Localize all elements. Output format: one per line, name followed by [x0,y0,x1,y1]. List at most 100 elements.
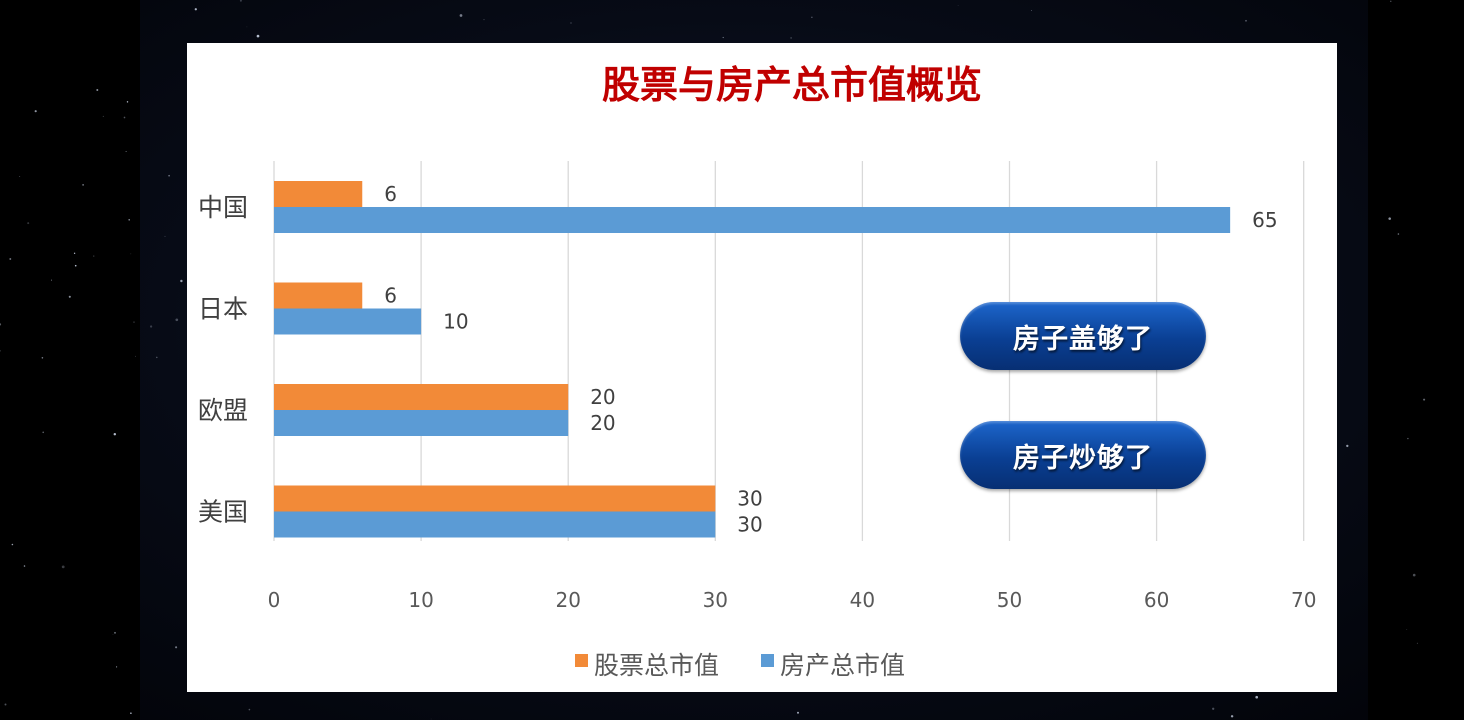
star [125,151,127,153]
callout-button-houses-speculated: 房子炒够了 [960,421,1206,489]
star [9,258,12,260]
bar-0-2 [274,384,569,410]
x-tick-labels: 0 10 20 30 40 50 60 70 [268,588,1317,612]
x-tick-10: 10 [408,588,433,612]
star [180,279,183,283]
x-tick-50: 50 [997,588,1022,612]
star [175,318,179,322]
star [102,115,104,117]
star [194,8,197,11]
data-label-0-3: 30 [737,487,762,511]
star [1416,642,1418,644]
bar-1-1 [274,308,422,335]
legend-label-0: 股票总市值 [594,651,719,680]
star [1406,629,1408,630]
star [68,295,71,298]
star [168,174,170,177]
x-tick-30: 30 [703,588,728,612]
bar-1-0 [274,207,1231,233]
star [82,184,84,186]
star [126,101,129,103]
star [1407,437,1409,440]
bars [274,181,1231,538]
data-label-0-2: 20 [590,385,615,409]
star [130,253,132,255]
star [0,350,1,352]
star [811,16,813,18]
left-black-bar [0,0,140,720]
chart-title: 股票与房产总市值概览 [602,63,982,107]
star [128,219,130,221]
star [248,708,251,711]
x-tick-20: 20 [555,588,580,612]
data-label-0-0: 6 [384,182,397,206]
star [156,356,158,359]
star [93,255,95,257]
slide-card: 股票与房产总市值概览 6 65 6 10 20 20 30 30 中国 日本 欧盟 美国 0 10 20… [187,43,1337,692]
bar-0-3 [274,485,716,512]
callout-button-houses-built: 房子盖够了 [960,302,1206,370]
legend-label-1: 房产总市值 [780,651,905,680]
bar-1-2 [274,410,569,436]
star [1412,573,1416,577]
star [114,631,116,634]
bar-1-3 [274,511,716,538]
star [957,5,959,6]
star [41,357,44,359]
star [42,431,44,434]
category-label-3: 美国 [198,498,248,527]
star [19,176,21,178]
star [61,565,65,569]
star [135,355,136,357]
star [11,543,14,546]
star [256,34,260,38]
star [27,222,30,225]
x-tick-40: 40 [850,588,875,612]
star [0,323,2,326]
star [1390,0,1392,2]
x-tick-0: 0 [268,588,281,612]
star [483,19,485,21]
data-label-1-2: 20 [590,411,615,435]
star [239,0,242,2]
x-tick-70: 70 [1291,588,1316,612]
star [246,26,248,28]
category-label-0: 中国 [198,193,248,222]
star [797,711,799,714]
star [149,325,153,328]
star [23,565,26,567]
bar-0-0 [274,181,363,207]
star [133,321,135,323]
star [1388,217,1391,220]
star [112,634,114,635]
star [459,14,463,17]
star [790,37,792,39]
star [4,703,7,706]
star [1030,10,1032,11]
star [722,36,724,39]
category-label-1: 日本 [198,295,248,324]
star [164,235,166,237]
star [113,432,117,436]
data-label-0-1: 6 [384,284,397,308]
star [51,279,52,281]
star [570,22,572,24]
star [1397,233,1400,235]
star [1255,695,1259,699]
star [130,712,132,714]
star [96,89,99,91]
star [34,110,37,113]
x-tick-60: 60 [1144,588,1169,612]
category-label-2: 欧盟 [198,396,248,425]
data-label-1-3: 30 [737,513,762,537]
star [1423,398,1426,401]
star [123,116,126,119]
bar-0-1 [274,282,363,309]
star [116,666,118,668]
star [74,264,77,267]
star [73,252,76,254]
